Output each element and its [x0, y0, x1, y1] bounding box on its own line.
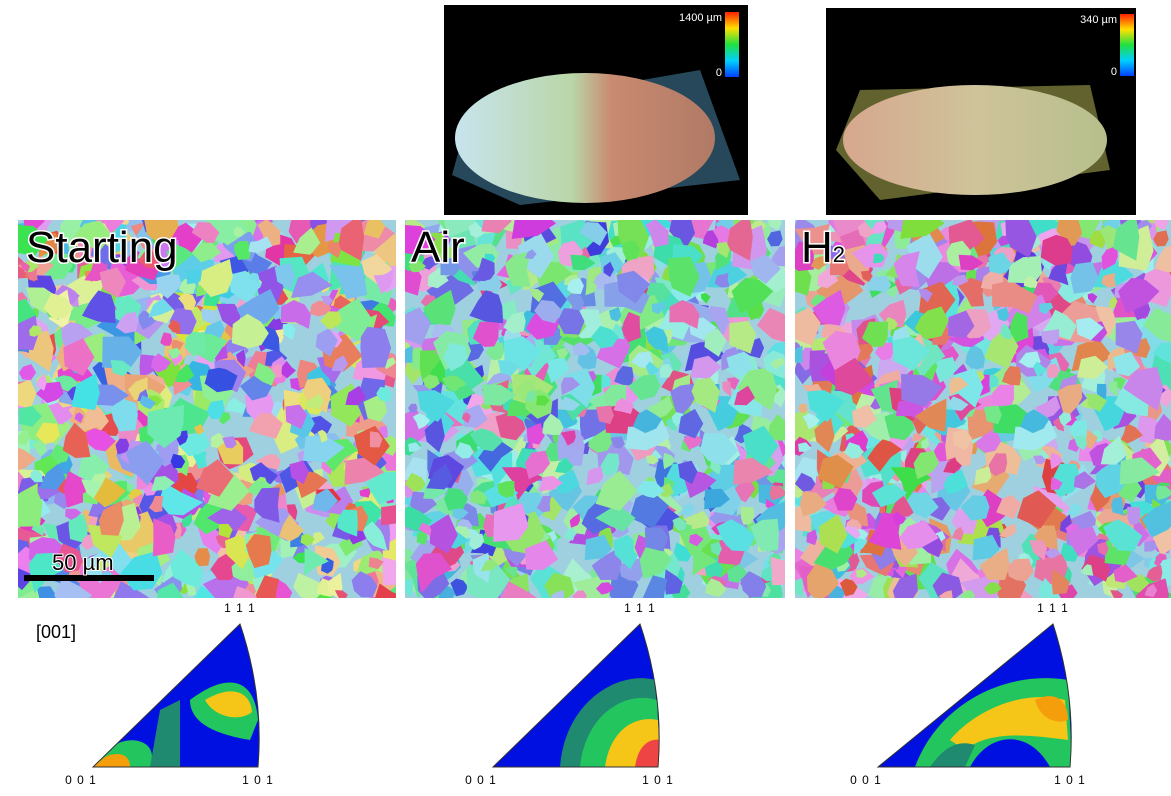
grain — [381, 557, 408, 585]
colorbar — [725, 12, 739, 77]
inverse-pole-figures: 1 1 1 0 0 1 1 0 1 1 1 1 0 0 1 1 0 1 1 1 1 0 0 1… — [65, 601, 1086, 787]
ipf-label-left: 0 0 1 — [65, 773, 97, 787]
ipf-label-right: 1 0 1 — [642, 773, 674, 787]
colorbar-min: 0 — [1111, 66, 1117, 78]
profile-surface — [843, 85, 1107, 195]
ipf-label-right: 1 0 1 — [1054, 773, 1086, 787]
map-label: Starting — [26, 223, 178, 272]
ipf: 1 1 1 0 0 1 1 0 1 — [850, 601, 1086, 787]
scale-bar — [24, 575, 154, 581]
map-label-main: H — [801, 223, 833, 272]
grain — [0, 487, 42, 527]
map-label-subscript: 2 — [833, 242, 845, 267]
profile-surface — [455, 73, 715, 203]
ipf-direction: [001] — [36, 622, 76, 642]
ipf-label-top: 1 1 1 — [1037, 601, 1069, 615]
colorbar-max: 340 µm — [1080, 14, 1117, 26]
ipf: 1 1 1 0 0 1 1 0 1 — [65, 601, 274, 787]
ipf-label-top: 1 1 1 — [624, 601, 656, 615]
grain — [770, 557, 797, 585]
scale-bar-label: 50 µm — [52, 550, 114, 575]
map-label: Air — [411, 223, 465, 272]
figure: 1400 µm 0 340 µm 0 Starting Air H2 50 µm… — [0, 0, 1171, 791]
grain — [381, 505, 400, 525]
ipf-label-left: 0 0 1 — [465, 773, 497, 787]
ipf: 1 1 1 0 0 1 1 0 1 — [465, 601, 674, 787]
profile-1: 1400 µm 0 — [444, 5, 748, 215]
grain — [395, 578, 413, 597]
ipf-label-right: 1 0 1 — [242, 773, 274, 787]
profile-2: 340 µm 0 — [826, 8, 1136, 215]
colorbar — [1120, 14, 1134, 76]
ipf-label-top: 1 1 1 — [224, 601, 256, 615]
colorbar-min: 0 — [716, 67, 722, 79]
ipf-contour — [93, 754, 130, 767]
ipf-label-left: 0 0 1 — [850, 773, 882, 787]
grain — [785, 578, 803, 597]
colorbar-max: 1400 µm — [679, 12, 722, 24]
